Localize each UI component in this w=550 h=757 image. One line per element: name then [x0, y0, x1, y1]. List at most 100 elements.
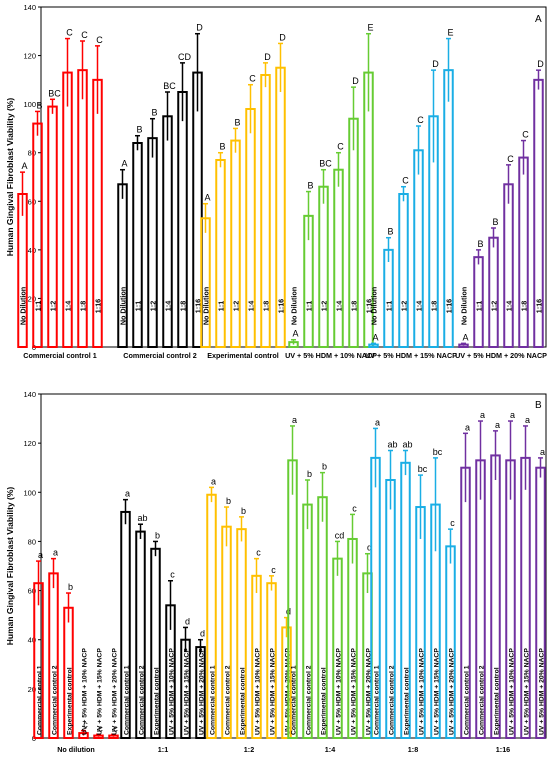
group-label: No dilution: [57, 745, 95, 754]
significance-letter: d: [200, 629, 205, 639]
y-tick-label: 100: [23, 100, 36, 109]
bar: [383, 248, 394, 349]
significance-letter: A: [462, 332, 468, 342]
y-tick-label: 140: [23, 3, 36, 12]
significance-letter: a: [38, 550, 43, 560]
bar-label: UV + 5% HDM + 20% NACP: [199, 648, 206, 735]
y-tick-label: 100: [23, 488, 36, 497]
bar-label: 1:8: [350, 301, 359, 311]
bar-label: Commercial control 1: [291, 665, 298, 735]
bar-label: UV + 5% HDM + 15% NACP: [524, 648, 531, 735]
bar-label: UV + 5% HDM + 20% NACP: [449, 648, 456, 735]
significance-letter: A: [21, 161, 27, 171]
significance-letter: c: [256, 548, 261, 558]
bar-label: Experimental control: [240, 667, 247, 735]
bar-label: Commercial control 1: [124, 665, 131, 735]
significance-letter: d: [185, 616, 190, 626]
bar-label: 1:1: [217, 301, 226, 311]
significance-letter: C: [522, 130, 529, 140]
significance-letter: C: [249, 74, 256, 84]
bar: [318, 185, 329, 348]
significance-letter: D: [537, 59, 544, 69]
significance-letter: cd: [335, 530, 345, 540]
group-label: UV + 5% HDM + 10% NACP: [285, 351, 377, 360]
bar: [518, 156, 529, 348]
significance-letter: ab: [402, 440, 412, 450]
bar-label: Commercial control 1: [37, 665, 44, 735]
significance-letter: C: [402, 176, 409, 186]
bar-label: Commercial control 2: [306, 665, 313, 735]
bar-label: UV + 5% HDM + 10% NACP: [336, 648, 343, 735]
significance-letter: a: [465, 422, 470, 432]
y-tick-label: 60: [28, 587, 36, 596]
significance-letter: A: [372, 332, 378, 342]
y-tick-label: 80: [28, 149, 36, 158]
bar-label: 1:1: [34, 301, 43, 311]
bar-label: Commercial control 2: [139, 665, 146, 735]
bar-label: 1:4: [247, 301, 256, 311]
bar: [413, 149, 424, 348]
bar: [147, 137, 158, 348]
significance-letter: B: [477, 239, 483, 249]
bar-label: 1:16: [94, 299, 103, 313]
bar-label: Commercial control 1: [374, 665, 381, 735]
bar-label: UV + 5% HDM + 10% NACP: [419, 648, 426, 735]
bar-label: 1:4: [164, 301, 173, 311]
significance-letter: b: [226, 496, 231, 506]
significance-letter: b: [322, 462, 327, 472]
significance-letter: B: [151, 108, 157, 118]
bar-label: 1:1: [475, 301, 484, 311]
significance-letter: D: [352, 76, 359, 86]
bar-label: 1:2: [320, 301, 329, 311]
bar-label: Commercial control 2: [52, 665, 59, 735]
bar-label: UV + 5% HDM + 20% NACP: [366, 648, 373, 735]
group-label: UV + 5% HDM + 15% NACP: [365, 351, 457, 360]
significance-letter: C: [96, 35, 103, 45]
y-tick-label: 80: [28, 537, 36, 546]
significance-letter: c: [98, 723, 103, 733]
bar-label: 1:2: [149, 301, 158, 311]
significance-letter: B: [36, 100, 42, 110]
bar-label: UV + 5% HDM + 10% NACP: [509, 648, 516, 735]
significance-letter: c: [113, 723, 118, 733]
y-tick-label: 120: [23, 52, 36, 61]
significance-letter: a: [53, 548, 58, 558]
significance-letter: c: [450, 518, 455, 528]
significance-letter: d: [367, 543, 372, 553]
significance-letter: BC: [319, 159, 332, 169]
bar-label: No Dilution: [290, 287, 299, 325]
y-tick-label: 40: [28, 246, 36, 255]
significance-letter: B: [234, 117, 240, 127]
group-label: 1:8: [408, 745, 418, 754]
bar: [230, 139, 241, 348]
group-label: 1:4: [325, 745, 335, 754]
y-tick-label: 20: [28, 685, 36, 694]
bar-label: 1:8: [520, 301, 529, 311]
significance-letter: BC: [163, 81, 176, 91]
significance-letter: A: [292, 329, 298, 339]
group-label: UV + 5% HDM + 20% NACP: [455, 351, 547, 360]
significance-letter: c: [271, 565, 276, 575]
group-label: 1:16: [496, 745, 510, 754]
bar-label: 1:16: [277, 299, 286, 313]
bar-label: 1:2: [49, 301, 58, 311]
significance-letter: a: [125, 489, 130, 499]
bar-label: 1:16: [194, 299, 203, 313]
significance-letter: E: [447, 28, 453, 38]
bar-label: 1:8: [262, 301, 271, 311]
bar-label: 1:4: [505, 301, 514, 311]
bar-label: Commercial control 2: [389, 665, 396, 735]
significance-letter: a: [211, 476, 216, 486]
bar-label: UV + 5% HDM + 20% NACP: [112, 648, 119, 735]
bar-label: 1:1: [385, 301, 394, 311]
y-axis-label: Human Gingival Fibroblast Viability (%): [5, 98, 15, 257]
significance-letter: c: [83, 720, 88, 730]
bar-label: Commercial control 1: [464, 665, 471, 735]
bar-label: UV + 5% HDM + 20% NACP: [539, 648, 546, 735]
significance-letter: ab: [137, 513, 147, 523]
significance-letter: C: [417, 115, 424, 125]
bar: [398, 193, 409, 348]
